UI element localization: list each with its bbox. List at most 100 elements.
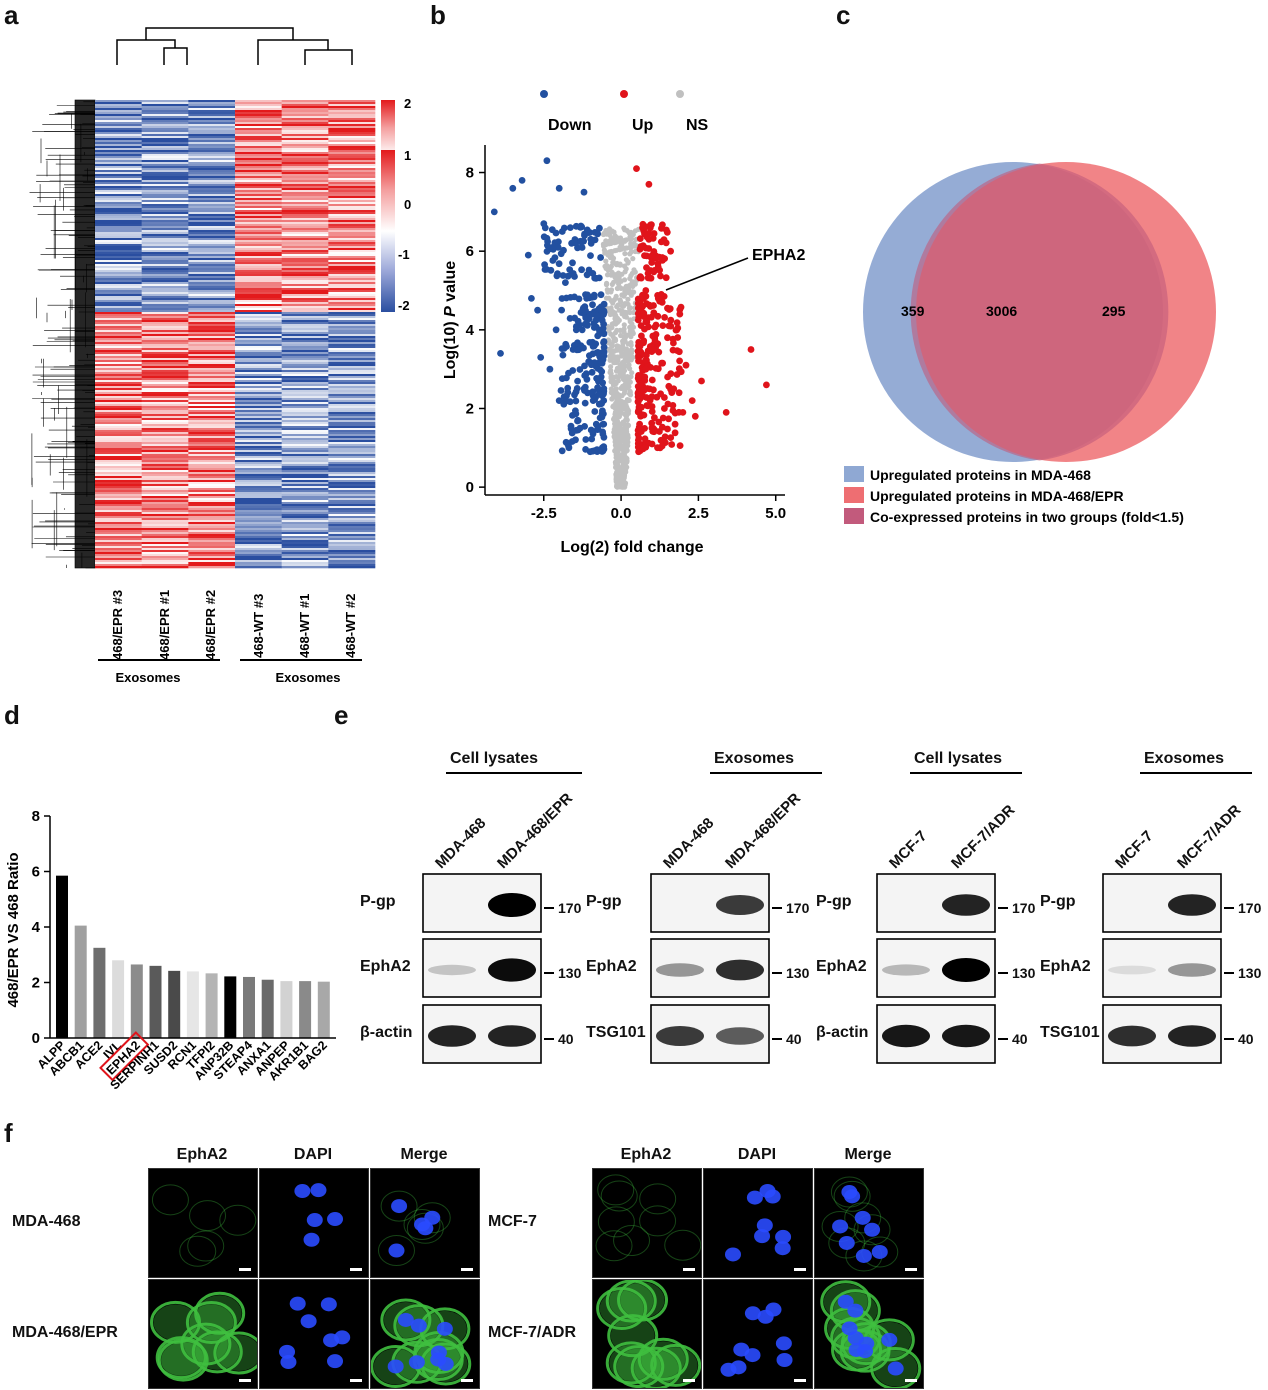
heatmap-cell (235, 194, 282, 197)
heatmap-cell (235, 532, 282, 535)
heatmap-cell (235, 262, 282, 265)
heatmap-cell (281, 512, 329, 515)
heatmap-cell (95, 270, 142, 273)
heatmap-cell (281, 540, 329, 543)
heatmap-cell (281, 322, 329, 325)
heatmap-cell (328, 540, 376, 543)
heatmap-cell (188, 272, 236, 275)
heatmap-cell (281, 350, 329, 353)
volcano-point-down (534, 306, 541, 314)
cell-membrane (185, 1300, 237, 1344)
heatmap-cell (328, 156, 376, 159)
heatmap-cell (188, 102, 236, 105)
venn-left-count: 359 (901, 303, 925, 319)
blot-row-label: TSG101 (1040, 1024, 1100, 1041)
heatmap-cell (328, 216, 376, 219)
heatmap-cell (235, 416, 282, 419)
heatmap-cell (328, 220, 376, 223)
heatmap-cell (328, 158, 376, 161)
heatmap-cell (188, 448, 236, 451)
heatmap-cell (281, 246, 329, 249)
heatmap-cell (141, 204, 189, 207)
heatmap-cell (141, 140, 189, 143)
bar-bag2 (317, 981, 330, 1038)
venn-legend: Upregulated proteins in MDA-468 Upregula… (844, 466, 1184, 525)
heatmap-cell (188, 484, 236, 487)
heatmap-cell (328, 130, 376, 133)
volcano-point-down (565, 442, 572, 449)
heatmap-cell (328, 138, 376, 141)
heatmap-cell (281, 230, 329, 233)
heatmap-cell (235, 298, 282, 301)
heatmap-cell (328, 446, 376, 449)
heatmap-cell (95, 174, 142, 177)
heatmap-cell (141, 524, 189, 527)
heatmap-cell (188, 184, 236, 187)
cell-membrane (605, 1341, 657, 1385)
heatmap-cell (95, 438, 142, 441)
cell-membrane (613, 1345, 665, 1388)
heatmap-cell (235, 250, 282, 253)
heatmap-cell (328, 324, 376, 327)
heatmap-cell (235, 100, 282, 103)
heatmap-cell (235, 206, 282, 209)
heatmap-cell (235, 342, 282, 345)
volcano-point-ns (621, 406, 627, 412)
heatmap-cell (95, 534, 142, 537)
cell-membrane (151, 1184, 189, 1216)
heatmap-cell (281, 402, 329, 405)
volcano-point-down (558, 306, 565, 314)
heatmap-cell (328, 288, 376, 291)
volcano-point-ns (625, 260, 631, 266)
heatmap-cell (235, 516, 282, 519)
heatmap-cell (281, 108, 329, 111)
micrograph-epha2 (148, 1279, 258, 1389)
heatmap-cell (328, 274, 376, 277)
heatmap-cell (188, 544, 236, 547)
heatmap-cell (188, 476, 236, 479)
heatmap-cell (328, 278, 376, 281)
heatmap-cell (141, 448, 189, 451)
volcano-point-up (655, 253, 663, 261)
heatmap-cell (328, 276, 376, 279)
heatmap-cell (141, 220, 189, 223)
heatmap-cell (281, 178, 329, 181)
heatmap-cell (281, 266, 329, 269)
heatmap-cell (95, 256, 142, 259)
volcano-point-up (648, 419, 656, 427)
heatmap-cell (328, 170, 376, 173)
volcano-point-down (596, 330, 603, 338)
heatmap-cell (188, 392, 236, 395)
heatmap-cell (235, 534, 282, 537)
heatmap-cell (281, 408, 329, 411)
heatmap-cell (281, 240, 329, 243)
heatmap-cell (188, 548, 236, 551)
marker-tick (772, 1038, 782, 1040)
heatmap-cell (188, 370, 236, 373)
volcano-point-up (640, 337, 648, 345)
heatmap-cell (281, 134, 329, 137)
heatmap-cell (235, 216, 282, 219)
heatmap-cell (328, 224, 376, 227)
heatmap-cell (235, 522, 282, 525)
heatmap-cell (235, 112, 282, 115)
heatmap-cell (95, 222, 142, 225)
heatmap-cell (95, 266, 142, 269)
heatmap-cell (188, 212, 236, 215)
blot-strip (422, 1004, 542, 1064)
heatmap-cell (281, 558, 329, 561)
heatmap-cell (141, 342, 189, 345)
heatmap-cell (141, 324, 189, 327)
heatmap-cell (141, 512, 189, 515)
heatmap-cell (95, 550, 142, 553)
heatmap-cell (281, 548, 329, 551)
marker-label: 130 (1238, 965, 1262, 981)
heatmap-cell (141, 502, 189, 505)
heatmap-cell (95, 316, 142, 319)
micro-row-label: MDA-468/EPR (12, 1324, 118, 1341)
heatmap-cell (188, 130, 236, 133)
heatmap-cell (95, 118, 142, 121)
heatmap-cell (188, 388, 236, 391)
heatmap-cell (95, 546, 142, 549)
cell-membrane (617, 1280, 669, 1322)
